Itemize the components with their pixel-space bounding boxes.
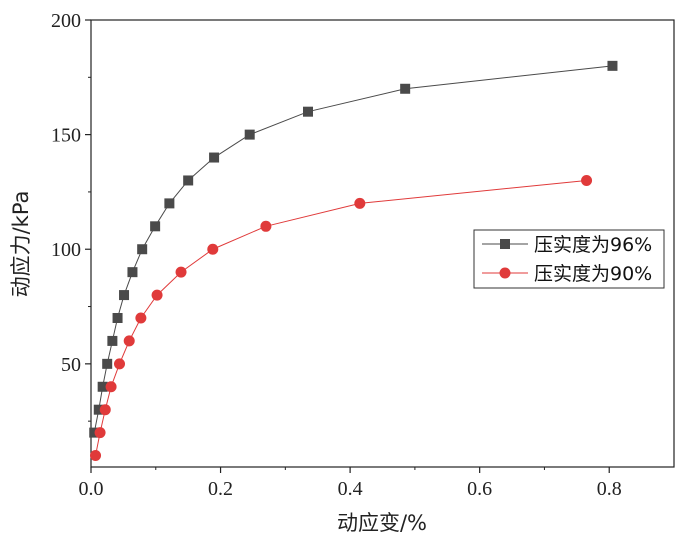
x-tick-label: 0.4 xyxy=(338,478,363,500)
data-point-square xyxy=(607,60,618,71)
data-point-square xyxy=(119,290,130,301)
data-point-circle xyxy=(94,427,106,439)
x-tick-label: 0.2 xyxy=(208,478,233,500)
series-line-1 xyxy=(95,179,587,456)
legend-marker-90 xyxy=(499,267,511,279)
data-point-square xyxy=(209,152,220,163)
x-tick-label: 0.0 xyxy=(79,478,104,500)
data-point-square xyxy=(244,129,255,140)
data-point-square xyxy=(303,106,314,117)
data-point-circle xyxy=(105,381,117,393)
axes: 0.0 0.2 0.4 0.6 0.8 50 100 150 200 xyxy=(51,10,675,500)
legend-label-96: 压实度为96% xyxy=(534,234,652,256)
data-point-square xyxy=(150,221,161,232)
y-tick-label: 100 xyxy=(51,239,81,261)
data-point-square xyxy=(112,313,123,323)
data-point-square xyxy=(102,358,113,369)
y-tick-label: 200 xyxy=(51,10,81,32)
y-tick-label: 150 xyxy=(51,125,81,147)
data-point-square xyxy=(89,427,100,438)
data-point-circle xyxy=(99,404,111,416)
data-point-circle xyxy=(260,220,272,232)
y-axis-title: 动应力/kPa xyxy=(9,191,33,298)
x-axis-title: 动应变/% xyxy=(337,511,427,535)
y-tick-label: 50 xyxy=(61,354,81,376)
data-point-circle xyxy=(114,358,126,370)
data-point-square xyxy=(93,404,104,415)
legend-label-90: 压实度为90% xyxy=(534,263,652,285)
data-point-square xyxy=(400,83,411,94)
data-point-square xyxy=(127,267,138,278)
plot-frame xyxy=(90,19,675,468)
data-point-circle xyxy=(354,197,366,209)
data-point-circle xyxy=(123,335,135,347)
x-tick-label: 0.6 xyxy=(467,478,492,500)
legend: 压实度为96% 压实度为90% xyxy=(473,229,665,289)
data-point-square xyxy=(137,244,148,255)
data-point-circle xyxy=(135,312,147,324)
data-point-circle xyxy=(175,266,187,278)
data-point-circle xyxy=(151,289,163,301)
data-point-circle xyxy=(581,174,593,186)
x-tick-label: 0.8 xyxy=(597,478,622,500)
data-point-square xyxy=(183,175,194,186)
legend-marker-96 xyxy=(500,239,510,249)
data-point-square xyxy=(97,381,108,392)
data-point-square xyxy=(107,335,118,346)
data-point-circle xyxy=(90,450,102,462)
plot-marks xyxy=(89,60,618,462)
data-point-circle xyxy=(207,243,219,255)
data-point-square xyxy=(164,198,175,209)
